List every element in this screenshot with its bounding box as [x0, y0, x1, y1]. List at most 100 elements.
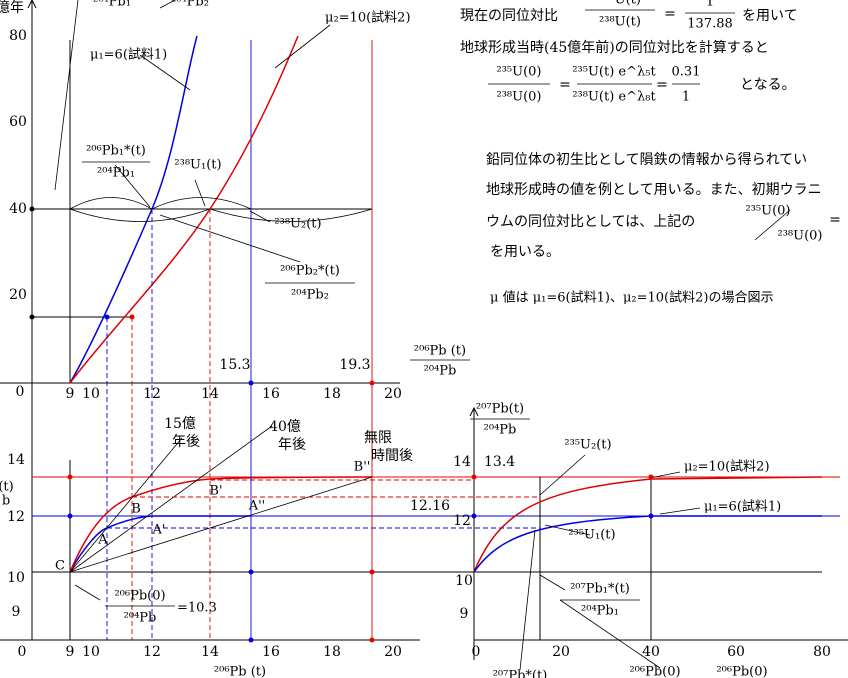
top-plot-xticks: 20: [384, 386, 402, 402]
text-block-line1: 137.88: [687, 17, 733, 32]
bottom-right-plot-yticks: 14: [453, 454, 471, 470]
bottom-left-plot-xticks: 14: [201, 644, 219, 660]
bottom-right-plot-pb1: ²⁰⁷Pb₁*(t): [570, 582, 630, 597]
top-plot-markers: 19.3: [339, 357, 370, 373]
top-plot-mu2: μ₂=10(試料2): [325, 10, 411, 26]
text-block-formula: ²³⁸U(0): [496, 90, 541, 105]
bottom-right-plot-u2: ²³⁵U₂(t): [564, 438, 611, 453]
bottom-left-plot-time-labels: 年後: [172, 434, 200, 450]
top-plot-pb1: ²⁰⁶Pb₁*(t): [86, 144, 146, 159]
bottom-right-plot-cut-bottom: ²⁰⁶Pb(0): [629, 665, 680, 678]
bottom-left-plot-points: B: [131, 502, 141, 517]
bottom-left-plot-xticks: 16: [262, 644, 280, 660]
bottom-right-plot-u1: ²³⁵U₁(t): [568, 528, 615, 543]
bottom-left-plot-xticks: 0: [18, 644, 27, 660]
bottom-left-plot-initial: =10.3: [177, 601, 217, 616]
bottom-right-plot-pb1: ²⁰⁴Pb₁: [581, 604, 619, 619]
top-plot-x-label: ²⁰⁶Pb (t): [414, 344, 466, 359]
text-block-line1: 1: [706, 0, 714, 10]
text-block-formula: ²³⁸U(t) e^λ₈t: [572, 90, 656, 105]
bottom-right-plot-cut-bottom: ²⁰⁶Pb(0): [716, 665, 767, 678]
bottom-right-plot-yticks: 9: [460, 606, 469, 622]
text-block-formula: ²³⁵U(0): [496, 65, 541, 80]
bottom-left-plot-xticks: 10: [82, 644, 100, 660]
top-plot-xticks: 9: [66, 386, 75, 402]
bottom-right-plot-mu1: μ₁=6(試料1): [704, 499, 781, 515]
top-plot-pb2: ²⁰⁴Pb₂: [291, 288, 329, 303]
bottom-left-plot-time-labels: 時間後: [371, 448, 413, 464]
text-block-formula: 0.31: [672, 65, 701, 80]
top-plot-yticks: 80: [9, 28, 27, 44]
bottom-left-plot-y-label: (t): [0, 480, 14, 495]
bottom-left-plot-yticks: 10: [7, 570, 25, 586]
bottom-left-plot-x-label: ²⁰⁶Pb (t): [214, 665, 266, 678]
text-block-line1: =: [664, 6, 676, 22]
bottom-left-plot-yticks: 9: [12, 604, 21, 620]
bottom-left-plot-points: B': [209, 484, 222, 499]
text-block-line1: を用いて: [742, 8, 798, 24]
top-plot-yticks: 0: [16, 384, 25, 400]
bottom-left-plot-xticks: 9: [66, 644, 75, 660]
bottom-left-plot-time-labels: 40億: [269, 419, 301, 435]
text-block-formula: ²³⁵U(t) e^λ₅t: [572, 65, 656, 80]
bottom-left-plot-points: B'': [354, 460, 371, 475]
bottom-right-plot-yticks: 12: [453, 513, 471, 529]
top-plot-xticks: 14: [201, 386, 219, 402]
text-block-line1: 現在の同位対比: [460, 8, 558, 24]
text-block-line1: ²³⁵U(t): [599, 0, 641, 8]
top-plot-cut-top: ²⁰⁴Pb₂: [171, 0, 209, 10]
top-plot-yticks: 20: [9, 287, 27, 303]
text-block-formula: =: [559, 77, 571, 93]
top-plot-xticks: 10: [82, 386, 100, 402]
top-plot-cut-top: ²⁰⁴Pb₁: [93, 0, 131, 10]
text-block-line5: =: [829, 212, 841, 228]
bottom-left-plot-xticks: 18: [323, 644, 341, 660]
top-plot-lines: [0, 0, 400, 640]
bottom-left-plot-xticks: 12: [143, 644, 161, 660]
text-block-line6: を用いる。: [490, 244, 560, 260]
bottom-left-plot-initial: ²⁰⁴Pb: [124, 611, 157, 626]
text-block-line3: 鉛同位体の初生比として隕鉄の情報から得られてい: [486, 151, 807, 168]
top-plot-u1: ²³⁸U₁(t): [174, 158, 221, 173]
bottom-right-plot-xticks: 0: [472, 644, 481, 660]
top-plot-y-label: 億年: [0, 0, 24, 16]
text-block-line1: ²³⁸U(t): [599, 15, 641, 30]
bottom-right-plot-markers: 13.4: [484, 454, 515, 470]
bottom-right-plot-y-label: ²⁰⁷Pb(t): [476, 402, 524, 417]
top-plot-x-label: ²⁰⁴Pb: [424, 364, 457, 379]
bottom-left-plot-time-labels: 無限: [364, 430, 392, 446]
bottom-left-plot-initial: ²⁰⁶Pb(0): [114, 589, 165, 604]
bottom-left-lines: [0, 383, 840, 641]
bottom-right-plot-xticks: 80: [813, 644, 831, 660]
bottom-right-plot-xticks: 20: [552, 644, 570, 660]
text-block-line7: μ 値は μ₁=6(試料1)、μ₂=10(試料2)の場合図示: [490, 290, 773, 306]
bottom-right-plot-yticks: 10: [455, 573, 473, 589]
top-plot-markers: 15.3: [219, 357, 250, 373]
top-plot-xticks: 16: [262, 386, 280, 402]
bottom-left-plot-yticks: 12: [7, 509, 25, 525]
top-plot-xticks: 12: [143, 386, 161, 402]
text-block-formula: =: [656, 77, 668, 93]
top-plot-pb2: ²⁰⁶Pb₂*(t): [280, 264, 340, 279]
bottom-left-plot-points: C: [55, 559, 65, 574]
bottom-right-plot-cut-bottom: ²⁰⁷Pb*(t): [493, 669, 548, 678]
bottom-left-plot-yticks: 14: [7, 452, 25, 468]
top-plot-mu1: μ₁=6(試料1): [90, 47, 167, 63]
text-block-line5: ²³⁵U(0): [745, 204, 790, 219]
bottom-left-plot-time-labels: 年後: [278, 437, 306, 453]
text-block-line4: 地球形成時の値を例として用いる。また、初期ウラニ: [486, 181, 822, 198]
text-block-line2: 地球形成当時(45億年前)の同位対比を計算すると: [460, 39, 769, 56]
text-block-line5: ウムの同位対比としては、上記の: [486, 213, 695, 230]
bottom-left-plot-y-label: b: [2, 494, 10, 509]
bottom-right-plot-markers: 12.16: [410, 498, 450, 514]
bottom-left-plot-time-labels: 15億: [164, 416, 196, 432]
points: [29, 206, 654, 643]
top-plot-yticks: 40: [9, 201, 27, 217]
text-block-formula: となる。: [740, 77, 796, 93]
bottom-left-plot-points: A: [97, 533, 108, 548]
fraction-bars: [82, 9, 791, 607]
top-plot-yticks: 60: [9, 114, 27, 130]
top-plot-pb1: ²⁰⁴Pb₁: [97, 166, 135, 181]
